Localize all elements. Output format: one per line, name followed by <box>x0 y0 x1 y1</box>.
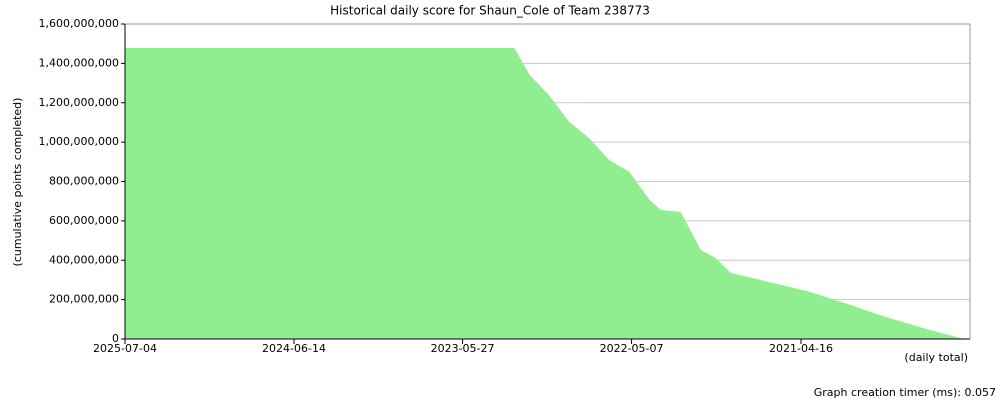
y-tick-label: 400,000,000 <box>49 253 119 266</box>
y-tick-label: 600,000,000 <box>49 214 119 227</box>
y-tick-label: 1,600,000,000 <box>39 17 119 30</box>
y-tick-label: 1,400,000,000 <box>39 56 119 69</box>
x-tick-label: 2024-06-14 <box>262 342 326 355</box>
x-tick-label: 2021-04-16 <box>769 342 833 355</box>
y-tick-label: 200,000,000 <box>49 293 119 306</box>
y-axis-label: (cumulative points completed) <box>11 98 24 267</box>
x-tick-label: 2025-07-04 <box>93 342 157 355</box>
x-tick-label: 2023-05-27 <box>431 342 495 355</box>
x-axis-label: (daily total) <box>904 351 968 364</box>
y-tick-label: 0 <box>112 332 119 345</box>
y-tick-label: 800,000,000 <box>49 175 119 188</box>
y-tick-label: 1,200,000,000 <box>39 96 119 109</box>
chart-title: Historical daily score for Shaun_Cole of… <box>330 4 650 18</box>
area <box>125 48 970 339</box>
x-tick-label: 2022-05-07 <box>600 342 664 355</box>
y-tick-label: 1,000,000,000 <box>39 135 119 148</box>
footer: Graph creation timer (ms): 0.057 <box>814 386 996 399</box>
